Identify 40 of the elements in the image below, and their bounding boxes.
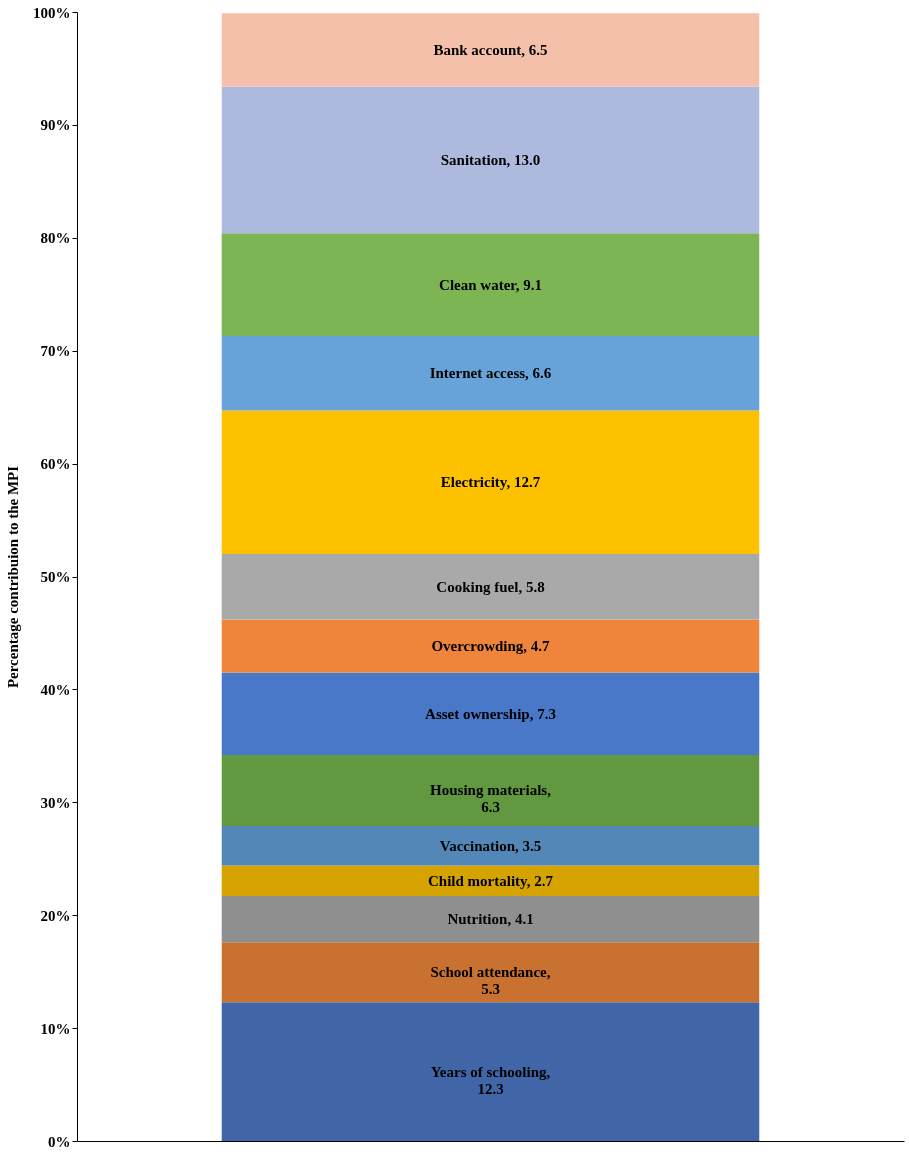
bar [221,233,760,337]
bar [221,336,760,411]
data-label: Vaccination, 3.5 [439,837,542,854]
bar [221,86,760,234]
bar [221,672,760,755]
bar [221,754,760,827]
data-label: Housing materials, 6.3 [430,782,552,816]
y-tick-label: 10% [40,1020,71,1037]
bar [221,896,760,943]
bar [221,942,760,1003]
y-tick-label: 60% [40,456,71,473]
data-label: Clean water, 9.1 [439,276,542,293]
data-label: School attendance, 5.3 [430,964,551,998]
data-label: Nutrition, 4.1 [447,911,534,928]
data-label: Years of schooling, 12.3 [430,1063,551,1097]
y-tick-label: 20% [40,907,71,924]
y-tick-label: 0% [48,1133,71,1150]
y-tick-label: 50% [40,569,71,585]
y-axis-title: Percentage contribuion to the MPI [5,465,21,689]
bar [221,1002,760,1141]
y-tick-label: 70% [40,343,71,360]
y-tick-label: 80% [40,230,71,247]
y-tick-label: 30% [40,794,71,811]
data-label: Sanitation, 13.0 [440,151,541,168]
bar [221,619,760,673]
y-tick-label: 100% [33,4,71,21]
bar [221,865,760,897]
data-label: Internet access, 6.6 [429,365,552,382]
bar [221,410,760,554]
bar [221,13,760,87]
bar [221,826,760,866]
y-tick-label: 90% [40,117,71,134]
data-label: Electricity, 12.7 [440,474,541,491]
data-label: Bank account, 6.5 [433,41,548,58]
y-tick-label: 40% [40,681,71,698]
data-label: Child mortality, 2.7 [427,872,554,889]
bar [221,553,760,620]
data-label: Cooking fuel, 5.8 [436,578,545,595]
data-label: Overcrowding, 4.7 [431,637,551,654]
data-label: Asset ownership, 7.3 [425,705,556,722]
